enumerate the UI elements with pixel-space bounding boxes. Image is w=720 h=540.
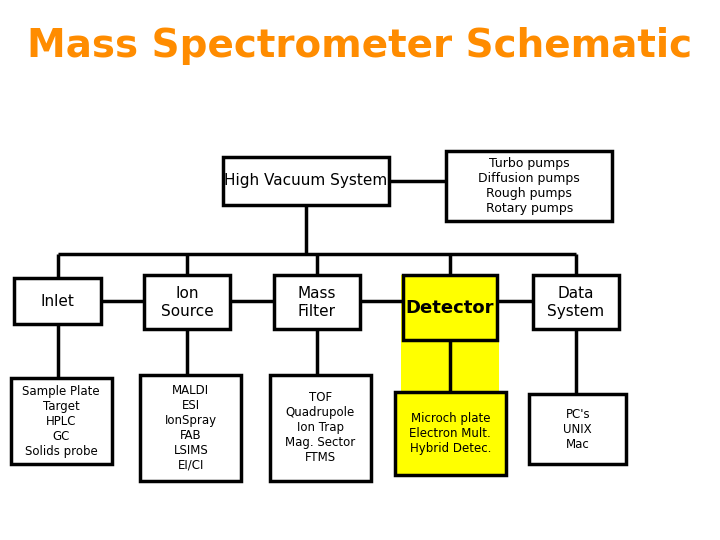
Text: High Vacuum System: High Vacuum System bbox=[225, 173, 387, 188]
FancyBboxPatch shape bbox=[403, 275, 497, 340]
Text: Ion
Source: Ion Source bbox=[161, 286, 214, 319]
FancyBboxPatch shape bbox=[401, 275, 499, 475]
Text: Data
System: Data System bbox=[547, 286, 605, 319]
Text: Turbo pumps
Diffusion pumps
Rough pumps
Rotary pumps: Turbo pumps Diffusion pumps Rough pumps … bbox=[478, 157, 580, 215]
Text: Microch plate
Electron Mult.
Hybrid Detec.: Microch plate Electron Mult. Hybrid Dete… bbox=[410, 412, 491, 455]
Text: Mass
Filter: Mass Filter bbox=[297, 286, 336, 319]
FancyBboxPatch shape bbox=[533, 275, 619, 329]
Text: MALDI
ESI
IonSpray
FAB
LSIMS
EI/CI: MALDI ESI IonSpray FAB LSIMS EI/CI bbox=[165, 384, 217, 472]
Text: Sample Plate
Target
HPLC
GC
Solids probe: Sample Plate Target HPLC GC Solids probe bbox=[22, 384, 100, 458]
Text: Mass Spectrometer Schematic: Mass Spectrometer Schematic bbox=[27, 27, 693, 65]
Text: PC's
UNIX
Mac: PC's UNIX Mac bbox=[564, 408, 592, 451]
FancyBboxPatch shape bbox=[144, 275, 230, 329]
FancyBboxPatch shape bbox=[395, 392, 506, 475]
FancyBboxPatch shape bbox=[446, 151, 612, 221]
Text: TOF
Quadrupole
Ion Trap
Mag. Sector
FTMS: TOF Quadrupole Ion Trap Mag. Sector FTMS bbox=[285, 392, 356, 464]
FancyBboxPatch shape bbox=[274, 275, 360, 329]
FancyBboxPatch shape bbox=[270, 375, 371, 481]
FancyBboxPatch shape bbox=[11, 378, 112, 464]
FancyBboxPatch shape bbox=[223, 157, 389, 205]
Text: Detector: Detector bbox=[406, 299, 494, 317]
Text: Inlet: Inlet bbox=[40, 294, 75, 308]
FancyBboxPatch shape bbox=[529, 394, 626, 464]
FancyBboxPatch shape bbox=[140, 375, 241, 481]
FancyBboxPatch shape bbox=[14, 278, 101, 324]
